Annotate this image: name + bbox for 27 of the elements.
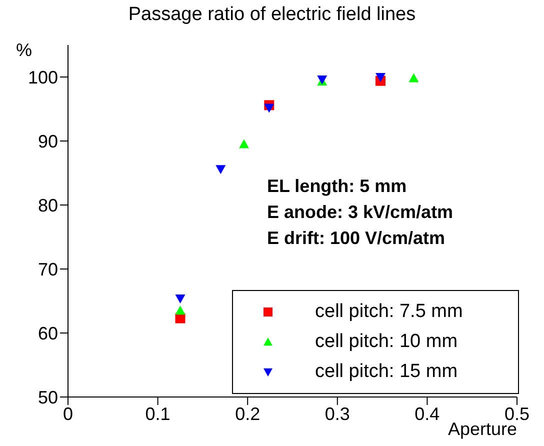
legend-label: cell pitch: 15 mm [315, 361, 458, 383]
x-tick-label: 0.1 [145, 404, 170, 424]
y-tick-label: 90 [38, 131, 58, 152]
x-tick-label: 0 [62, 404, 74, 424]
y-tick-label: 80 [38, 195, 58, 216]
annotation: EL length: 5 mm [267, 175, 408, 198]
point [216, 165, 226, 174]
chart-title: Passage ratio of electric field lines [127, 4, 417, 26]
annotation: E drift: 100 V/cm/atm [267, 227, 446, 250]
x-tick-label: 0.2 [235, 404, 260, 424]
y-tick-label: 100 [28, 67, 58, 88]
y-tick-label: 60 [38, 323, 58, 344]
point [175, 313, 186, 324]
point [408, 73, 419, 82]
point [175, 294, 186, 304]
legend-label: cell pitch: 10 mm [315, 331, 458, 353]
point [239, 139, 250, 148]
x-tick-label: 0.3 [324, 404, 350, 424]
y-tick-label: 70 [38, 259, 58, 280]
annotation: E anode: 3 kV/cm/atm [267, 201, 454, 224]
point [175, 306, 186, 315]
point [376, 73, 386, 82]
x-tick-label: 0.4 [414, 404, 440, 424]
y-axis-title: % [16, 40, 32, 61]
point [264, 104, 274, 113]
legend-label: cell pitch: 7.5 mm [315, 301, 463, 323]
y-tick-label: 50 [38, 387, 58, 408]
